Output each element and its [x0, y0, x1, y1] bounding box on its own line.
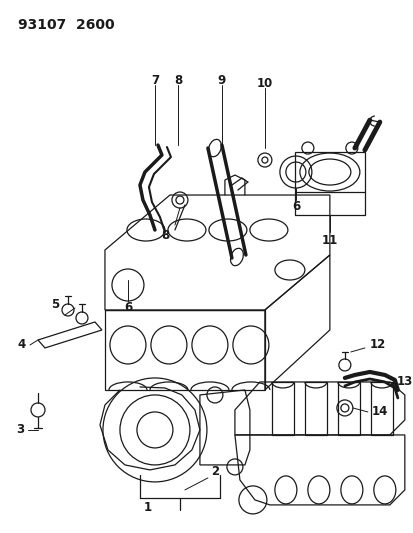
Text: 12: 12 [369, 338, 385, 351]
Text: 8: 8 [160, 229, 169, 241]
Text: 93107  2600: 93107 2600 [18, 18, 114, 32]
Text: 9: 9 [217, 74, 225, 86]
Text: 14: 14 [371, 406, 387, 418]
Text: 5: 5 [51, 298, 59, 311]
Text: 10: 10 [256, 77, 272, 90]
Text: 7: 7 [150, 74, 159, 86]
Text: 8: 8 [173, 74, 182, 86]
Text: 13: 13 [396, 375, 412, 389]
Text: 4: 4 [18, 338, 26, 351]
Text: 3: 3 [16, 423, 24, 437]
Text: 6: 6 [123, 302, 132, 314]
Text: 11: 11 [321, 233, 337, 246]
Text: 1: 1 [144, 502, 152, 514]
Text: 2: 2 [210, 465, 218, 479]
Text: 6: 6 [291, 199, 299, 213]
